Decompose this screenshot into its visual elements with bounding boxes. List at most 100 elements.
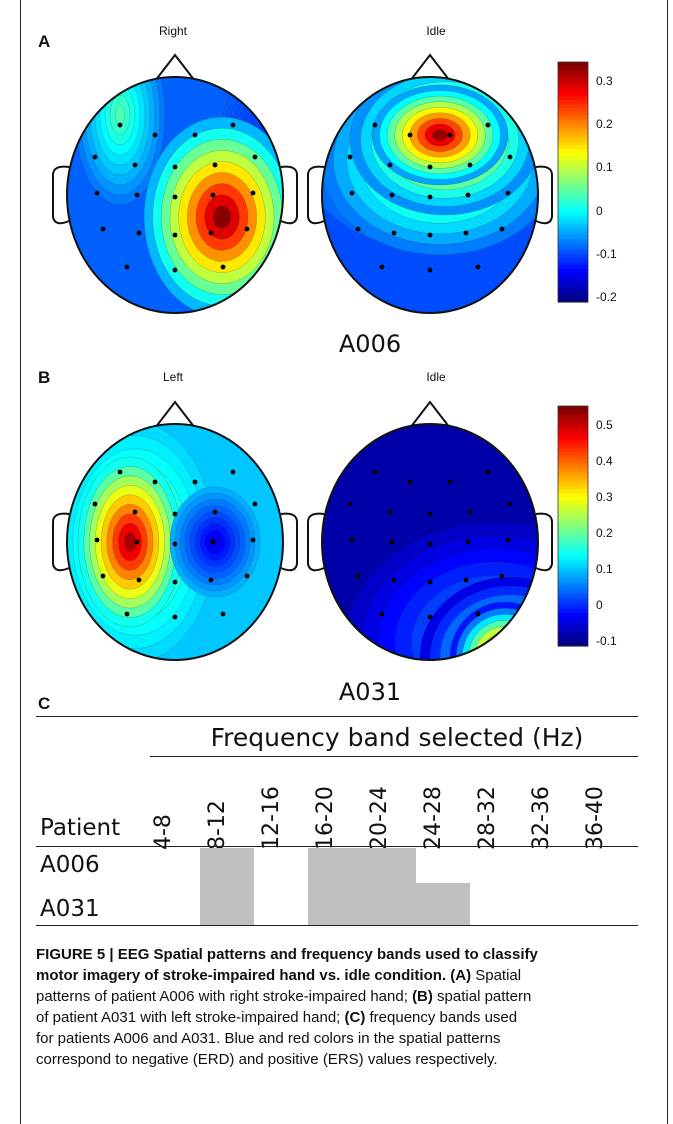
electrode-dot: [475, 611, 481, 617]
electrode-dot: [172, 511, 178, 517]
colorbar-segment: [558, 260, 588, 266]
band-header-20-24: 20-24: [367, 786, 392, 850]
colorbar-segment: [558, 92, 588, 97]
colorbar-tick-label: 0.5: [596, 418, 613, 432]
colorbar-segment: [558, 114, 588, 119]
electrode-dot: [172, 579, 178, 585]
electrode-dot: [134, 539, 140, 545]
colorbar-segment: [558, 469, 588, 475]
electrode-dot: [94, 537, 100, 543]
electrode-dot: [172, 164, 178, 170]
table-title: Frequency band selected (Hz): [210, 723, 584, 752]
colorbar-segment: [558, 477, 588, 482]
topomap-a006-idle: [307, 53, 553, 314]
colorbar-segment: [558, 107, 588, 112]
colorbar-segment: [558, 451, 588, 456]
electrode-dot: [505, 537, 511, 543]
colorbar-segment: [558, 533, 588, 538]
colorbar-tick-label: 0.2: [596, 526, 613, 540]
panel-a-patient: A006: [338, 330, 402, 358]
colorbar-segment: [558, 208, 588, 213]
electrode-dot: [172, 194, 178, 200]
panel-b-left-title: Left: [162, 370, 183, 384]
electrode-dot: [100, 573, 106, 579]
electrode-dot: [407, 479, 413, 485]
colorbar-segment: [558, 279, 588, 284]
colorbar-segment: [558, 275, 588, 281]
colorbar-segment: [558, 103, 588, 108]
colorbar-segment: [558, 227, 588, 232]
electrode-dot: [252, 501, 258, 507]
band-header-28-32: 28-32: [475, 786, 500, 850]
electrode-dot: [427, 194, 433, 200]
electrode-dot: [152, 132, 158, 138]
electrode-dot: [463, 230, 469, 236]
colorbar-segment: [558, 578, 588, 583]
band-header-32-36: 32-36: [529, 786, 554, 850]
colorbar-segment: [558, 122, 588, 127]
colorbar-segment: [558, 406, 588, 411]
colorbar-segment: [558, 409, 588, 415]
electrode-dot: [507, 154, 513, 160]
colorbar-segment: [558, 174, 588, 179]
colorbar-segment: [558, 439, 588, 445]
colorbar-segment: [558, 627, 588, 632]
electrode-dot: [389, 539, 395, 545]
electrode-dot: [210, 539, 216, 545]
colorbar-segment: [558, 589, 588, 595]
left-ear-outline: [307, 165, 325, 225]
electrode-dot: [230, 122, 236, 128]
colorbar-segment: [558, 563, 588, 568]
electrode-dot: [485, 469, 491, 475]
colorbar-segment: [558, 537, 588, 542]
electrode-dot: [92, 154, 98, 160]
colorbar-segment: [558, 212, 588, 217]
electrode-dot: [124, 611, 130, 617]
colorbar-segment: [558, 84, 588, 89]
topomap-a031-left: [52, 400, 298, 661]
colorbar-segment: [558, 178, 588, 183]
panel-c-letter: C: [38, 694, 51, 713]
colorbar-segment: [558, 604, 588, 610]
colorbar-segment: [558, 99, 588, 104]
electrode-dot: [134, 192, 140, 198]
colorbar-segment: [558, 197, 588, 202]
electrode-dot: [387, 509, 393, 515]
panel-b-right-title: Idle: [426, 370, 446, 384]
electrode-dot: [172, 541, 178, 547]
band-header-16-20: 16-20: [313, 786, 338, 850]
colorbar-segment: [558, 548, 588, 553]
band-header-12-16: 12-16: [259, 786, 284, 850]
electrode-dot: [379, 611, 385, 617]
colorbar-segment: [558, 488, 588, 493]
band-header-4-8: 4-8: [151, 814, 176, 850]
selected-band-cell: [308, 883, 362, 925]
electrode-dot: [192, 479, 198, 485]
colorbar-segment: [558, 144, 588, 149]
electrode-dot: [427, 164, 433, 170]
colorbar-segment: [558, 140, 588, 146]
electrode-dot: [372, 122, 378, 128]
electrode-dot: [427, 267, 433, 273]
topomap-contour: [432, 129, 448, 141]
electrode-dot: [250, 537, 256, 543]
electrode-dot: [172, 614, 178, 620]
colorbar-segment: [558, 290, 588, 296]
panel-b-patient: A031: [338, 678, 402, 706]
electrode-dot: [427, 232, 433, 238]
electrode-dot: [208, 230, 214, 236]
colorbar-segment: [558, 272, 588, 277]
colorbar-segment: [558, 170, 588, 176]
colorbar-segment: [558, 552, 588, 557]
band-header-24-28: 24-28: [421, 786, 446, 850]
band-header-36-40: 36-40: [583, 786, 608, 850]
colorbar-a: [557, 61, 589, 303]
colorbar-segment: [558, 268, 588, 273]
colorbar-segment: [558, 492, 588, 497]
topomap-contour: [114, 104, 126, 126]
band-header-8-12: 8-12: [205, 800, 230, 850]
electrode-dot: [389, 192, 395, 198]
colorbar-segment: [558, 148, 588, 153]
head-outline: [321, 76, 539, 314]
colorbar-segment: [558, 582, 588, 587]
